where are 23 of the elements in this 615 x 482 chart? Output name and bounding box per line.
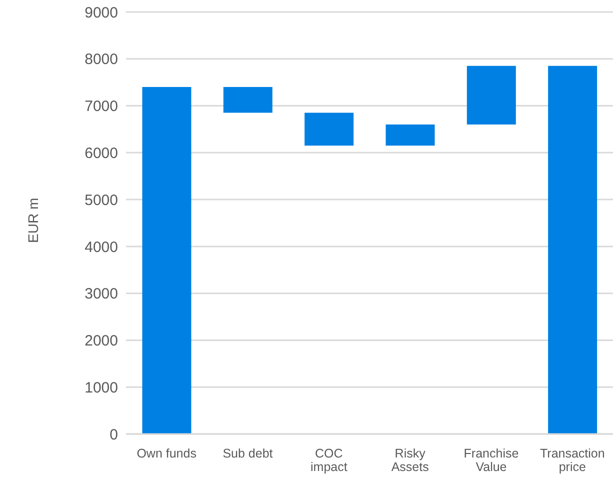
x-tick-label: Sub debt — [222, 446, 274, 460]
bar — [223, 87, 272, 113]
bar — [304, 112, 354, 146]
y-tick-label: 3000 — [84, 286, 118, 303]
x-tick-label: COC impact — [310, 446, 348, 474]
y-tick-label: 4000 — [84, 238, 118, 256]
x-tick-label: Own funds — [136, 446, 196, 460]
x-tick-label: Franchise Value — [464, 446, 519, 474]
y-tick-label: 0 — [110, 426, 118, 444]
y-tick-label: 8000 — [84, 51, 118, 68]
y-tick-label: 1000 — [84, 379, 118, 396]
bar — [142, 87, 192, 434]
y-tick-label: 5000 — [84, 192, 118, 209]
y-tick-label: 6000 — [84, 144, 118, 162]
x-tick-label: Transaction price — [540, 446, 605, 474]
bar — [386, 124, 435, 146]
bar — [466, 66, 516, 125]
bar — [548, 66, 598, 434]
y-tick-label: 9000 — [84, 4, 118, 22]
y-tick-label: 2000 — [84, 332, 118, 350]
x-tick-label: Risky Assets — [391, 446, 429, 474]
y-tick-label: 7000 — [84, 98, 118, 116]
y-axis-title: EUR m — [24, 198, 41, 243]
